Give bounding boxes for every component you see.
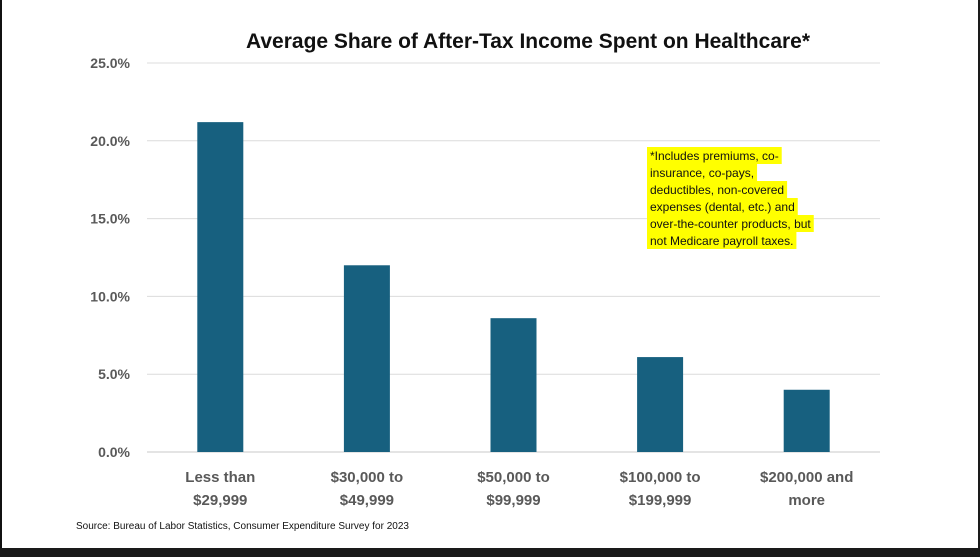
- annotation-highlight: [647, 181, 788, 198]
- y-tick-label: 10.0%: [90, 288, 130, 304]
- source-note: Source: Bureau of Labor Statistics, Cons…: [76, 521, 409, 532]
- annotation-line: expenses (dental, etc.) and: [650, 200, 795, 214]
- x-tick-label: $200,000 and more: [760, 469, 853, 509]
- y-tick-label: 0.0%: [98, 444, 130, 460]
- x-tick-label: $30,000 to $49,999: [331, 469, 404, 509]
- bars: [197, 122, 830, 453]
- bar: [783, 389, 830, 452]
- gridlines: [147, 62, 880, 453]
- bar: [197, 122, 244, 453]
- annotation-highlight: [647, 232, 797, 249]
- x-tick-label: Less than $29,999: [185, 469, 255, 509]
- y-tick-label: 15.0%: [90, 211, 130, 227]
- x-tick-label: $100,000 to $199,999: [620, 469, 701, 509]
- y-tick-label: 25.0%: [90, 55, 130, 71]
- annotation-line: insurance, co-pays,: [650, 166, 754, 180]
- annotation-highlight: [647, 164, 758, 181]
- bar: [490, 318, 537, 452]
- annotation-line: over-the-counter products, but: [650, 217, 811, 231]
- bar-chart: Average Share of After-Tax Income Spent …: [76, 30, 880, 532]
- x-axis-ticks: Less than $29,999 $30,000 to $49,999 $50,000…: [185, 469, 853, 509]
- annotation-line: deductibles, non-covered: [650, 183, 784, 197]
- annotation-line: *Includes premiums, co-: [650, 149, 779, 163]
- chart-title: Average Share of After-Tax Income Spent …: [246, 30, 811, 53]
- y-tick-label: 20.0%: [90, 133, 130, 149]
- bar: [343, 265, 390, 452]
- footnote-annotation: *Includes premiums, co-insurance, co-pay…: [647, 147, 814, 249]
- x-tick-label: $50,000 to $99,999: [477, 469, 550, 509]
- annotation-highlight: [647, 198, 798, 215]
- annotation-highlight: [647, 147, 782, 164]
- annotation-line: not Medicare payroll taxes.: [650, 234, 793, 248]
- y-tick-label: 5.0%: [98, 366, 130, 382]
- y-axis-ticks: 0.0% 5.0% 10.0% 15.0% 20.0% 25.0%: [90, 55, 130, 460]
- bar: [637, 357, 684, 452]
- annotation-highlight: [647, 215, 814, 232]
